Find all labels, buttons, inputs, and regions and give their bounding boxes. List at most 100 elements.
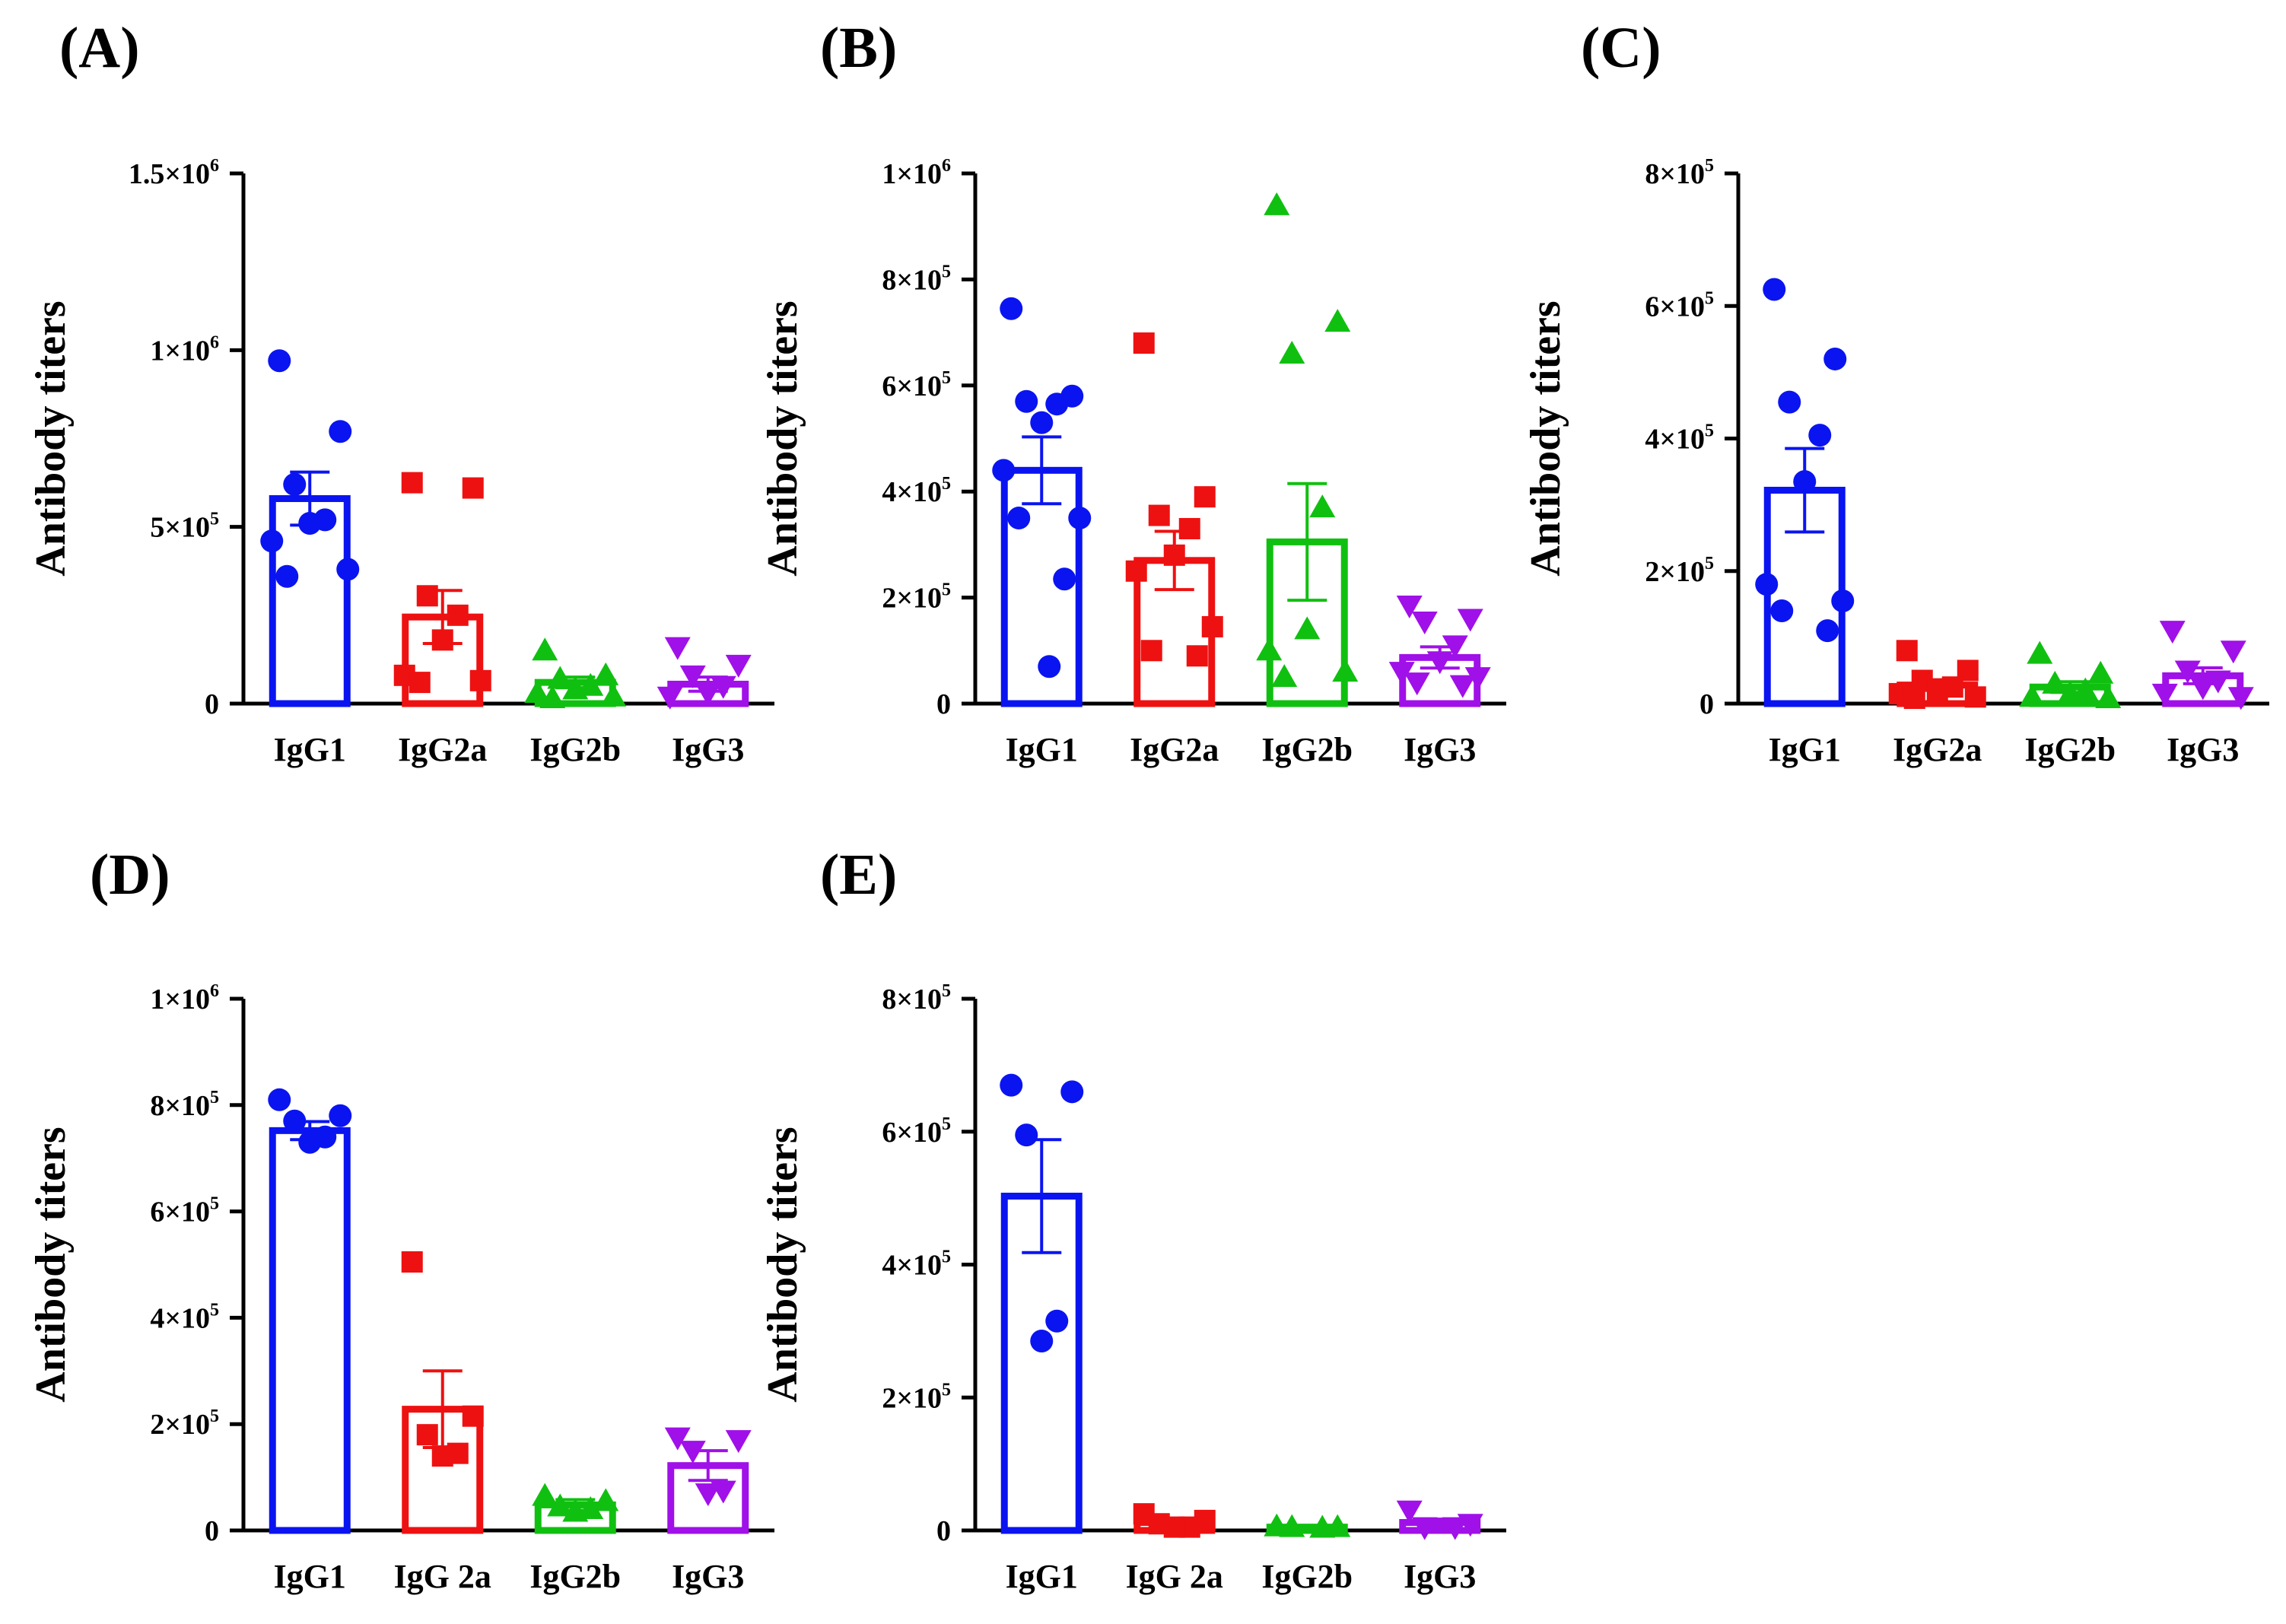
data-point xyxy=(577,672,604,696)
data-point xyxy=(1964,686,1986,708)
y-tick-label: 1×106 xyxy=(150,981,219,1015)
data-point xyxy=(447,604,469,626)
data-point xyxy=(695,683,721,707)
data-point xyxy=(260,529,284,553)
data-point xyxy=(1426,651,1453,675)
data-point xyxy=(1903,688,1925,710)
data-point xyxy=(2087,660,2114,684)
x-tick-label: IgG2a xyxy=(1130,731,1219,768)
data-point xyxy=(1808,424,1832,447)
data-point xyxy=(657,686,683,710)
y-tick-label: 2×105 xyxy=(150,1406,219,1441)
series-igg1 xyxy=(1755,278,1855,707)
data-point xyxy=(562,676,589,700)
data-point xyxy=(532,637,558,661)
data-point xyxy=(1309,1514,1336,1538)
data-point xyxy=(1015,1123,1038,1147)
data-point xyxy=(2151,683,2178,707)
data-point xyxy=(1449,675,1476,698)
data-point xyxy=(2220,640,2246,664)
data-point xyxy=(2072,677,2099,701)
data-point xyxy=(1125,560,1147,582)
data-point xyxy=(1030,1329,1054,1352)
data-point xyxy=(283,1109,307,1133)
y-axis-label: Antibody titers xyxy=(27,1127,75,1402)
panel-letter: (D) xyxy=(90,843,170,907)
data-point xyxy=(1411,611,1438,634)
bar xyxy=(269,1127,351,1534)
data-point xyxy=(562,1498,589,1522)
data-point xyxy=(1030,411,1054,434)
data-point xyxy=(664,1427,691,1451)
data-point xyxy=(710,675,736,699)
data-point xyxy=(2174,660,2201,684)
data-point xyxy=(1053,567,1076,591)
y-tick-label: 6×105 xyxy=(150,1194,219,1228)
x-tick-label: IgG3 xyxy=(672,1558,744,1595)
y-tick-label: 8×105 xyxy=(882,981,951,1015)
data-point xyxy=(524,680,551,704)
panel-letter: (B) xyxy=(820,16,897,80)
x-tick-label: IgG2a xyxy=(1893,731,1982,768)
data-point xyxy=(1442,1517,1468,1540)
data-point xyxy=(1404,672,1430,696)
data-point xyxy=(664,637,691,660)
x-tick-label: IgG1 xyxy=(1006,1558,1078,1595)
y-axis-label: Antibody titers xyxy=(1522,300,1569,576)
data-point xyxy=(431,629,453,651)
series-igg1 xyxy=(992,297,1092,707)
data-point xyxy=(1148,504,1170,526)
data-point xyxy=(1279,340,1305,364)
data-point xyxy=(1324,309,1351,332)
y-tick-label: 5×105 xyxy=(150,510,219,544)
y-tick-label: 1×106 xyxy=(150,332,219,367)
data-point xyxy=(547,1493,574,1517)
data-point xyxy=(1816,619,1839,643)
x-tick-label: IgG1 xyxy=(274,731,346,768)
x-tick-label: IgG 2a xyxy=(1126,1558,1223,1595)
data-point xyxy=(401,472,423,494)
series-igg2a xyxy=(1125,332,1223,707)
data-point xyxy=(283,472,307,496)
y-tick-label: 2×105 xyxy=(1645,554,1714,588)
data-point xyxy=(1186,645,1208,667)
x-tick-label: IgG3 xyxy=(1404,731,1476,768)
y-tick-label: 0 xyxy=(205,1515,219,1547)
data-point xyxy=(1045,392,1069,416)
y-tick-label: 0 xyxy=(1699,688,1714,720)
series-igg2b xyxy=(532,1483,619,1534)
data-point xyxy=(577,1496,604,1520)
data-point xyxy=(1163,1516,1185,1538)
y-tick-label: 6×105 xyxy=(882,368,951,402)
series-igg2a xyxy=(1133,1503,1216,1538)
data-point xyxy=(532,1483,558,1506)
data-point xyxy=(329,1104,352,1127)
data-point xyxy=(1896,640,1918,662)
data-point xyxy=(1309,494,1336,518)
data-point xyxy=(725,1430,752,1454)
series-igg1 xyxy=(260,349,360,707)
data-point xyxy=(416,585,438,607)
data-point xyxy=(1755,573,1779,596)
series-igg2b xyxy=(524,637,627,709)
data-point xyxy=(1778,390,1801,414)
panel-c: (C) Antibody titers 0 2×105 4×105 6×105 8×105 I… xyxy=(1522,16,2269,768)
series-igg3 xyxy=(1396,1500,1483,1540)
data-point xyxy=(2189,677,2216,701)
data-point xyxy=(462,477,484,499)
data-point xyxy=(1264,192,1290,215)
data-point xyxy=(1332,659,1359,682)
x-tick-label: IgG 2a xyxy=(394,1558,491,1595)
data-point xyxy=(539,685,566,709)
data-point xyxy=(1294,616,1321,640)
x-tick-label: IgG2a xyxy=(398,731,487,768)
y-tick-label: 0 xyxy=(936,688,951,720)
y-tick-label: 6×105 xyxy=(882,1114,951,1149)
data-point xyxy=(1442,635,1468,659)
data-point xyxy=(679,665,706,688)
data-point xyxy=(2019,684,2046,707)
y-tick-label: 4×105 xyxy=(882,474,951,508)
panel-e: (E) Antibody titers 0 2×105 4×105 6×105 8×105 I… xyxy=(759,843,1506,1595)
data-point xyxy=(600,683,627,707)
